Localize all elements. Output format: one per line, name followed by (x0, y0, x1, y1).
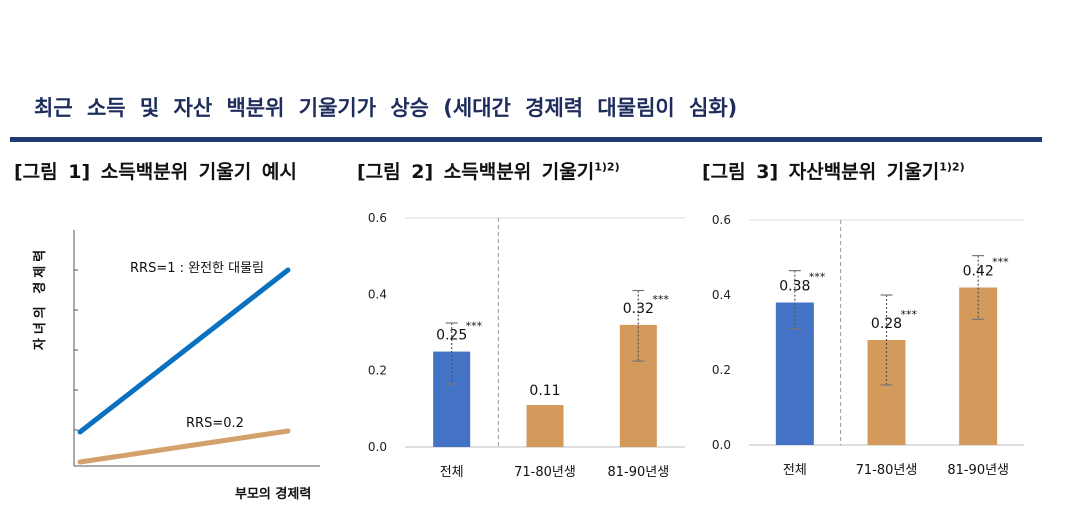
series-label-rrs1: RRS=1 : 완전한 대물림 (130, 261, 264, 276)
chart-2-value-label: 0.11 (529, 383, 560, 399)
chart-2-value-label: 0.25 (436, 328, 467, 344)
chart-3-ytick: 0.2 (712, 363, 731, 377)
figure-1-title: [그림 1] 소득백분위 기울기 예시 (14, 157, 297, 184)
chart-2-bar (433, 351, 471, 447)
series-line-rrs02 (77, 428, 291, 465)
chart-2-category-label: 81-90년생 (607, 465, 669, 480)
chart-3-category-label: 71-80년생 (856, 463, 918, 478)
chart-2-ytick: 0.2 (368, 364, 387, 378)
chart-2-significance: *** (466, 320, 483, 333)
chart-2-category-label: 71-80년생 (514, 465, 576, 480)
header-rule (10, 137, 1042, 142)
series-label-rrs02: RRS=0.2 (186, 416, 244, 431)
chart-1-svg: RRS=1 : 완전한 대물림 RRS=0.2 부모의 경제력 자녀의 경제력 (32, 230, 320, 502)
figure-2-title-sup: 1)2) (594, 160, 620, 174)
chart-3-bar (775, 302, 814, 445)
chart-2-value-label: 0.32 (623, 301, 654, 317)
chart-2-category-label: 전체 (440, 465, 464, 480)
chart-2-bar (619, 324, 657, 447)
figure-2-title: [그림 2] 소득백분위 기울기1)2) (357, 157, 620, 184)
chart-3-svg: 0.00.20.40.60.38***전체0.28***71-80년생0.42*… (712, 213, 1024, 478)
chart-3-bar (959, 287, 998, 445)
chart-3-significance: *** (901, 308, 918, 321)
chart-2-ytick: 0.4 (368, 287, 387, 301)
figure-3-title: [그림 3] 자산백분위 기울기1)2) (702, 157, 965, 184)
chart-3-ytick: 0.0 (712, 438, 731, 452)
chart-3-category-label: 전체 (783, 463, 807, 478)
chart-1-y-ticks (74, 269, 78, 431)
chart-3-significance: *** (992, 256, 1009, 269)
chart-3-significance: *** (809, 271, 826, 284)
chart-2-ytick: 0.6 (368, 211, 387, 225)
chart-2-bar (526, 405, 564, 447)
chart-2-svg: 0.00.20.40.60.25***전체0.1171-80년생0.32***8… (368, 211, 685, 480)
chart-2-significance: *** (652, 293, 669, 306)
chart-3-ytick: 0.6 (712, 213, 731, 227)
chart-3-value-label: 0.42 (963, 264, 994, 280)
chart-2-ytick: 0.0 (368, 440, 387, 454)
chart-1-xlabel: 부모의 경제력 (235, 486, 311, 502)
figure-2-title-text: [그림 2] 소득백분위 기울기 (357, 161, 595, 183)
chart-3-value-label: 0.38 (779, 279, 810, 295)
headline: 최근 소득 및 자산 백분위 기울기가 상승 (세대간 경제력 대물림이 심화) (34, 96, 738, 120)
chart-3-value-label: 0.28 (871, 316, 902, 332)
figure-1-title-text: [그림 1] 소득백분위 기울기 예시 (14, 161, 297, 183)
series-line-rrs1 (77, 267, 291, 435)
chart-3-bar (867, 340, 906, 445)
figure-3-title-text: [그림 3] 자산백분위 기울기 (702, 161, 940, 183)
chart-3-category-label: 81-90년생 (947, 463, 1009, 478)
chart-1-ylabel: 자녀의 경제력 (32, 246, 48, 350)
figure-3-title-sup: 1)2) (939, 160, 965, 174)
chart-3-ytick: 0.4 (712, 288, 731, 302)
